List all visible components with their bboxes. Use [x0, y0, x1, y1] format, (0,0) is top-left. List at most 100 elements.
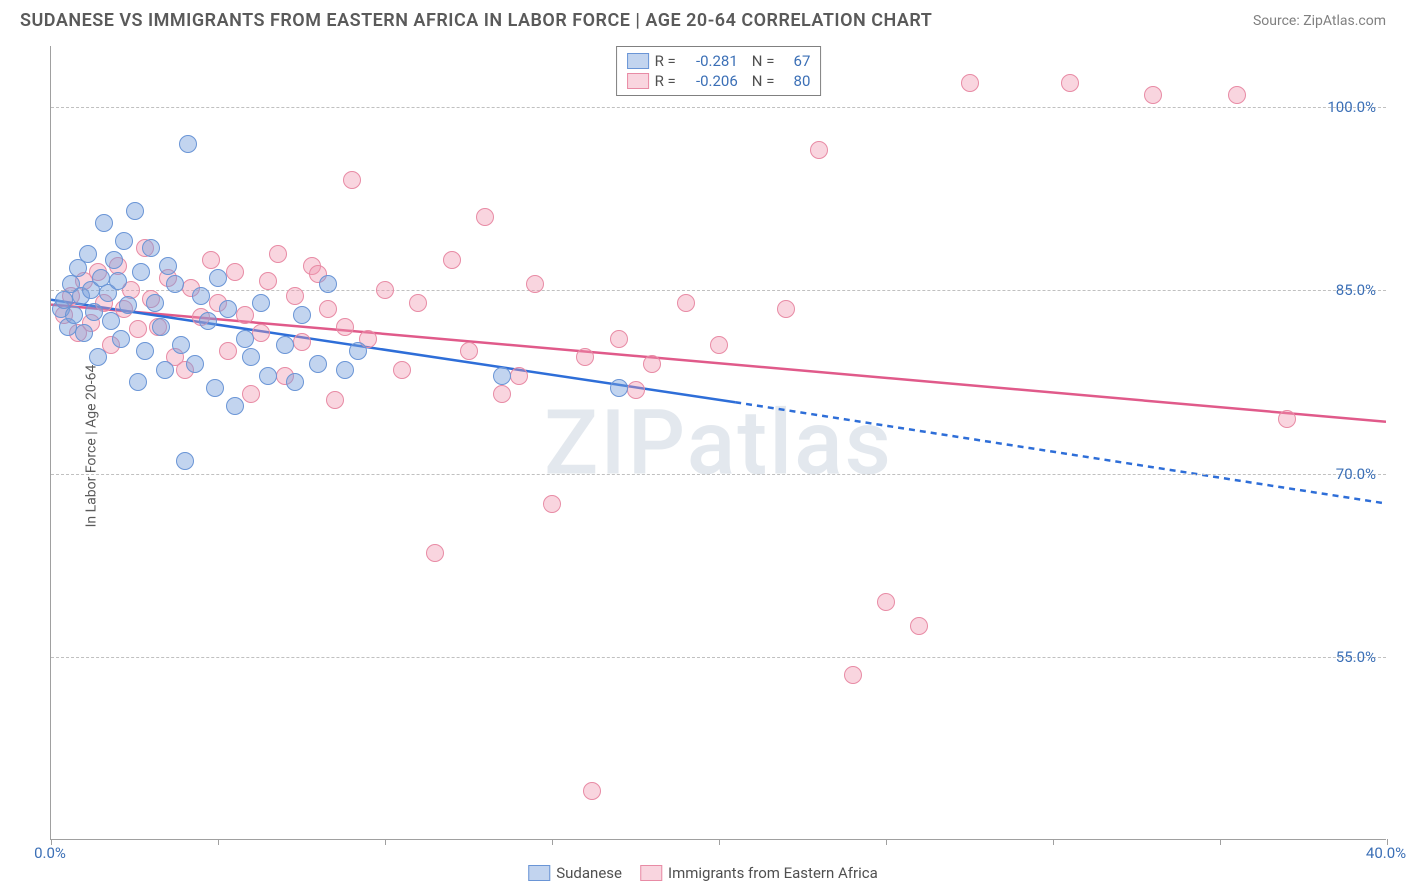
scatter-point-pink — [1278, 410, 1296, 428]
scatter-point-blue — [152, 318, 170, 336]
scatter-point-blue — [112, 330, 130, 348]
scatter-point-blue — [179, 135, 197, 153]
scatter-point-pink — [493, 385, 511, 403]
legend-swatch — [627, 53, 649, 69]
scatter-point-blue — [349, 342, 367, 360]
scatter-point-blue — [119, 296, 137, 314]
gridline — [51, 290, 1386, 291]
legend-series-item: Sudanese — [528, 864, 622, 882]
scatter-point-blue — [109, 272, 127, 290]
scatter-point-pink — [643, 355, 661, 373]
watermark-text: ZIPatlas — [544, 390, 893, 495]
scatter-point-pink — [576, 348, 594, 366]
scatter-point-blue — [293, 306, 311, 324]
scatter-point-pink — [526, 275, 544, 293]
scatter-point-blue — [129, 373, 147, 391]
scatter-point-pink — [202, 251, 220, 269]
scatter-point-pink — [677, 294, 695, 312]
scatter-point-pink — [583, 782, 601, 800]
legend-r-value: -0.281 — [682, 52, 738, 70]
scatter-point-blue — [493, 367, 511, 385]
gridline — [51, 474, 1386, 475]
scatter-point-blue — [209, 269, 227, 287]
scatter-point-pink — [877, 593, 895, 611]
scatter-point-blue — [226, 397, 244, 415]
scatter-point-blue — [105, 251, 123, 269]
scatter-point-pink — [393, 361, 411, 379]
scatter-point-blue — [126, 202, 144, 220]
scatter-point-blue — [132, 263, 150, 281]
legend-n-label: N = — [752, 72, 775, 90]
y-tick-label: 55.0% — [1336, 648, 1376, 666]
legend-n-value: 67 — [780, 52, 810, 70]
chart-container: SUDANESE VS IMMIGRANTS FROM EASTERN AFRI… — [0, 0, 1406, 892]
legend-n-label: N = — [752, 52, 775, 70]
x-tick-label: 40.0% — [1366, 844, 1406, 862]
scatter-point-blue — [186, 355, 204, 373]
scatter-point-blue — [199, 312, 217, 330]
scatter-point-pink — [219, 342, 237, 360]
scatter-point-blue — [286, 373, 304, 391]
x-tick — [886, 839, 887, 845]
scatter-point-pink — [293, 333, 311, 351]
chart-header: SUDANESE VS IMMIGRANTS FROM EASTERN AFRI… — [20, 10, 1386, 31]
scatter-point-pink — [710, 336, 728, 354]
scatter-point-blue — [206, 379, 224, 397]
scatter-point-pink — [476, 208, 494, 226]
scatter-point-pink — [409, 294, 427, 312]
scatter-point-blue — [146, 294, 164, 312]
scatter-point-blue — [309, 355, 327, 373]
legend-r-label: R = — [655, 72, 676, 90]
scatter-point-blue — [95, 214, 113, 232]
scatter-point-blue — [172, 336, 190, 354]
scatter-point-blue — [336, 361, 354, 379]
scatter-point-blue — [142, 239, 160, 257]
legend-series-label: Immigrants from Eastern Africa — [668, 864, 878, 882]
legend-swatch — [528, 865, 550, 881]
legend-r-value: -0.206 — [682, 72, 738, 90]
scatter-point-pink — [627, 381, 645, 399]
scatter-point-pink — [1061, 74, 1079, 92]
scatter-point-blue — [75, 324, 93, 342]
scatter-point-blue — [319, 275, 337, 293]
scatter-point-pink — [426, 544, 444, 562]
scatter-point-blue — [610, 379, 628, 397]
legend-stats-row: R = -0.281 N = 67 — [627, 51, 811, 71]
scatter-point-pink — [376, 281, 394, 299]
scatter-point-blue — [276, 336, 294, 354]
scatter-point-pink — [910, 617, 928, 635]
scatter-point-blue — [159, 257, 177, 275]
scatter-point-pink — [286, 287, 304, 305]
legend-swatch — [627, 73, 649, 89]
scatter-point-pink — [242, 385, 260, 403]
legend-r-label: R = — [655, 52, 676, 70]
legend-series: Sudanese Immigrants from Eastern Africa — [528, 864, 878, 882]
scatter-point-blue — [166, 275, 184, 293]
scatter-point-blue — [176, 452, 194, 470]
scatter-point-blue — [65, 306, 83, 324]
legend-swatch — [640, 865, 662, 881]
plot-area: ZIPatlas R =-0.281N =67R =-0.206N =80 55… — [50, 46, 1386, 840]
scatter-point-pink — [460, 342, 478, 360]
scatter-point-blue — [115, 232, 133, 250]
scatter-point-pink — [844, 666, 862, 684]
scatter-point-pink — [1144, 86, 1162, 104]
scatter-point-blue — [79, 245, 97, 263]
scatter-point-pink — [252, 324, 270, 342]
y-tick-label: 85.0% — [1336, 281, 1376, 299]
scatter-point-pink — [319, 300, 337, 318]
x-tick — [552, 839, 553, 845]
legend-stats-row: R =-0.206N =80 — [627, 71, 811, 91]
scatter-point-blue — [136, 342, 154, 360]
scatter-point-pink — [129, 320, 147, 338]
scatter-point-blue — [219, 300, 237, 318]
scatter-point-blue — [236, 330, 254, 348]
legend-series-item: Immigrants from Eastern Africa — [640, 864, 878, 882]
scatter-point-blue — [242, 348, 260, 366]
x-tick — [385, 839, 386, 845]
y-tick-label: 70.0% — [1336, 465, 1376, 483]
scatter-point-blue — [102, 312, 120, 330]
chart-title: SUDANESE VS IMMIGRANTS FROM EASTERN AFRI… — [20, 10, 932, 31]
legend-series-label: Sudanese — [556, 864, 622, 882]
x-tick-label: 0.0% — [34, 844, 66, 862]
